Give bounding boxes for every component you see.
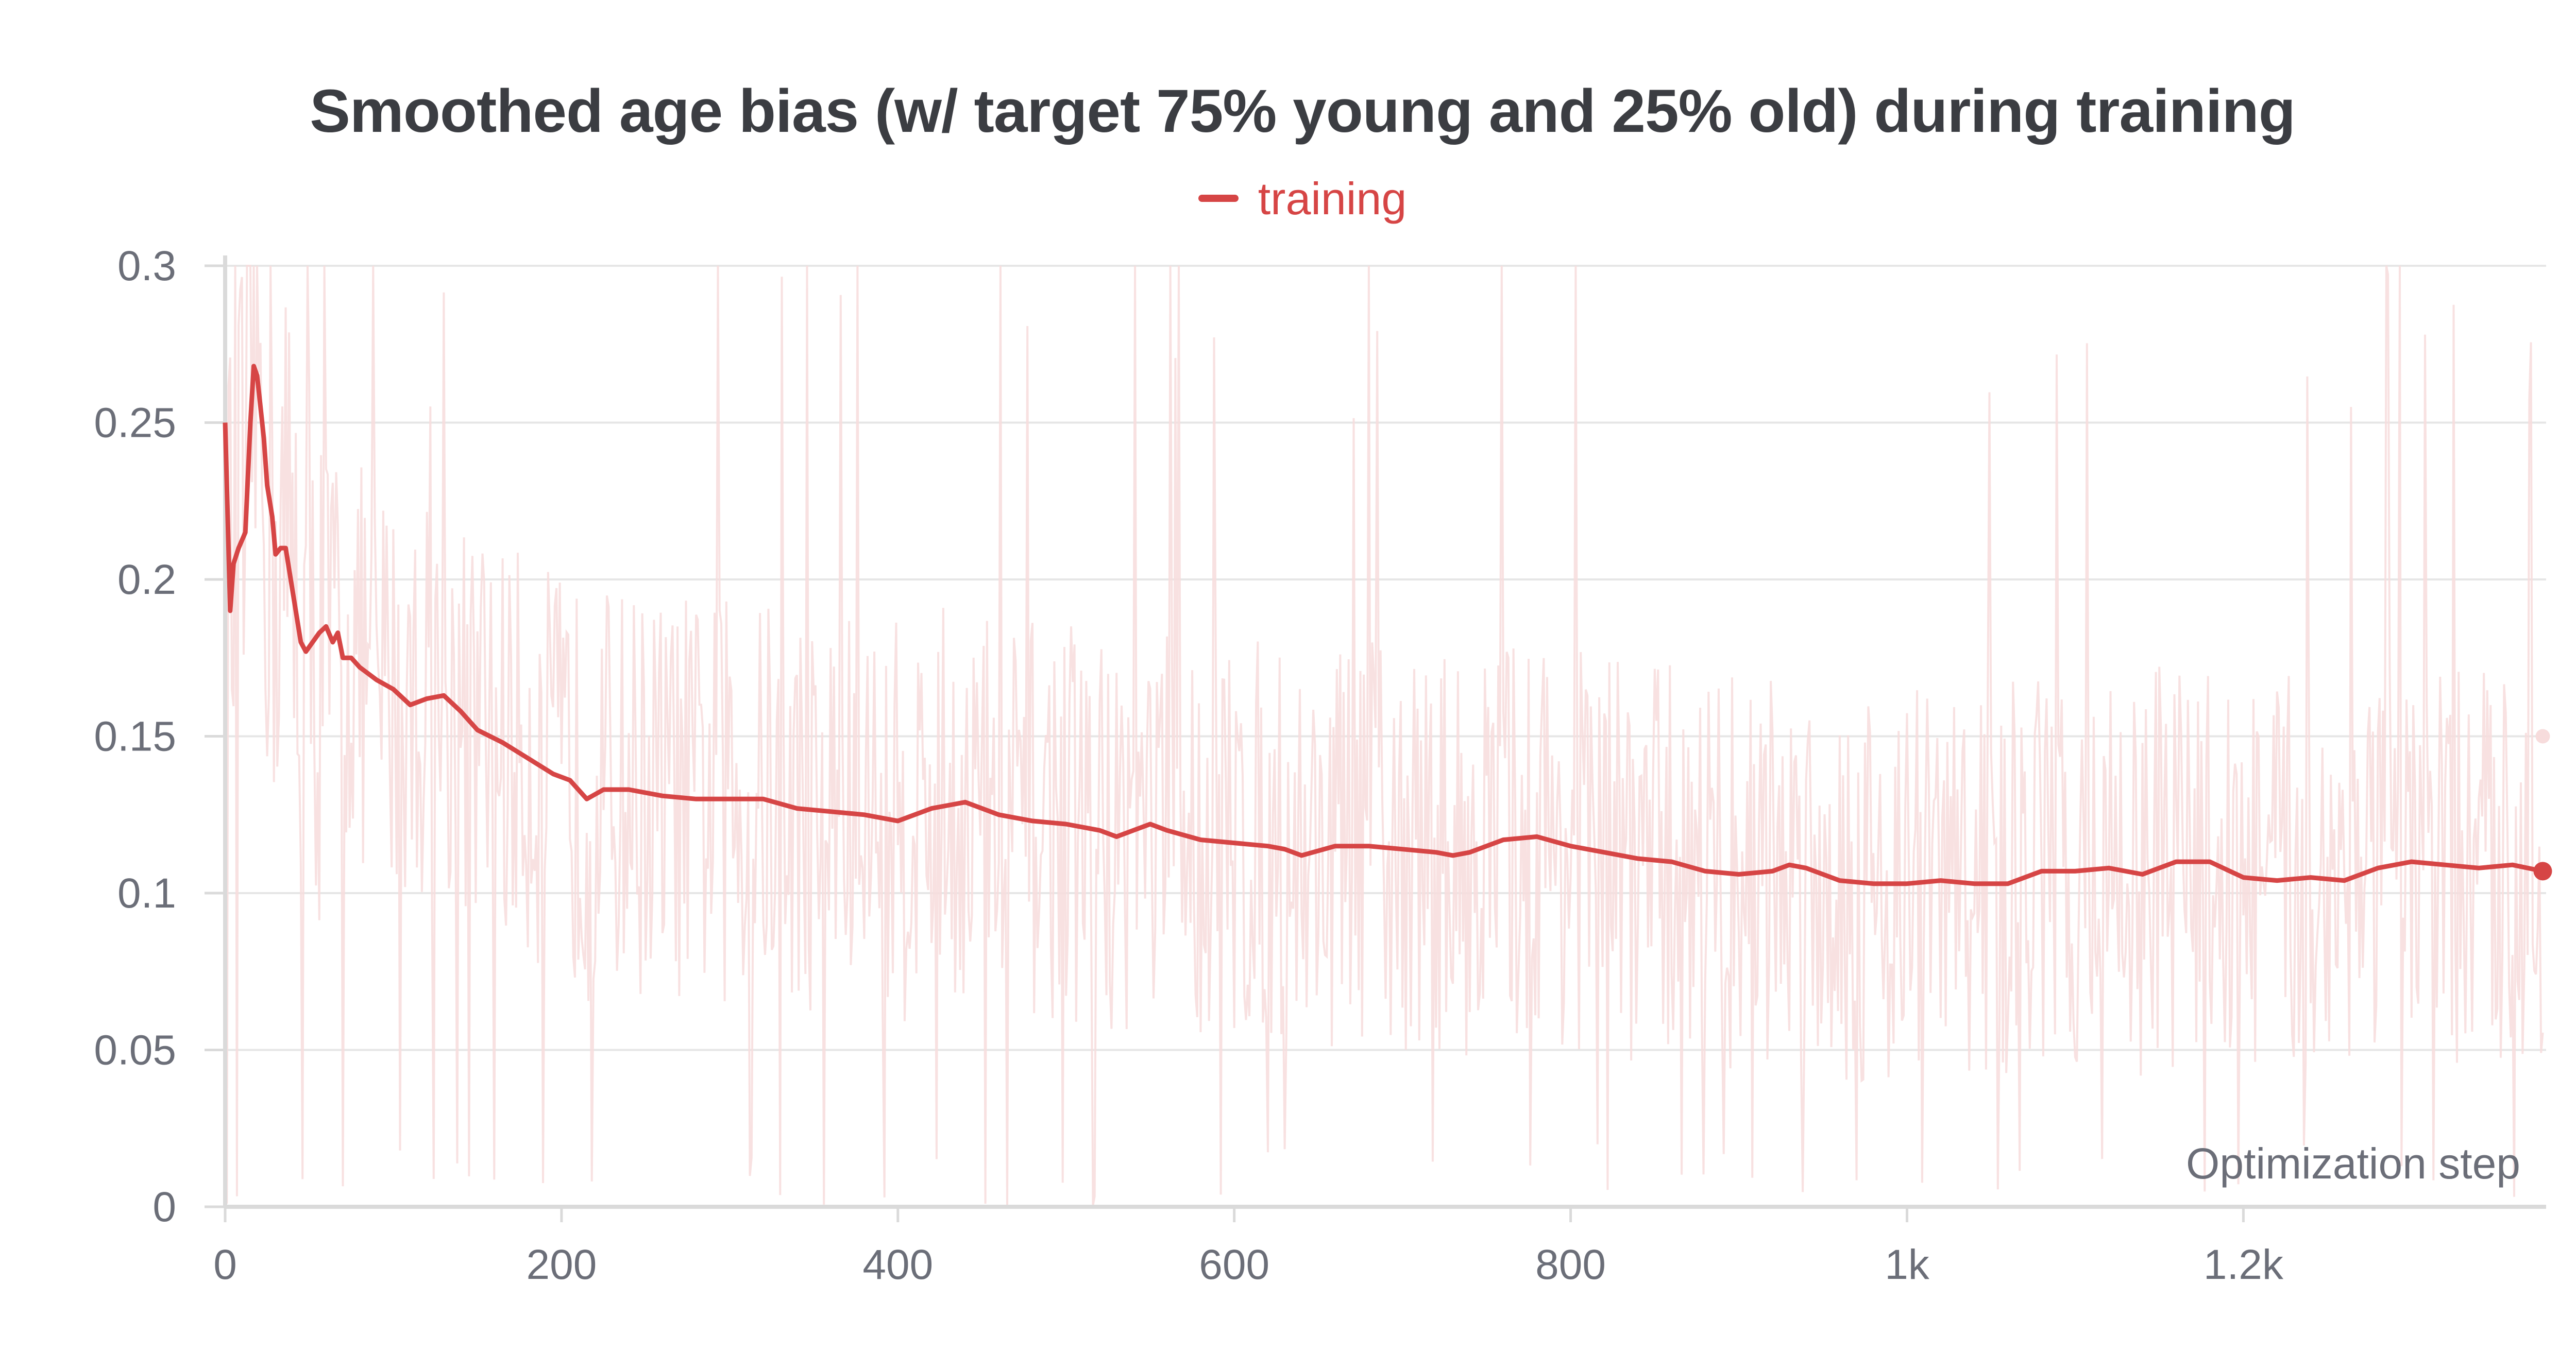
series-end-point[interactable] (2533, 862, 2552, 881)
x-axis-title: Optimization step (2186, 1139, 2520, 1188)
x-tick-label: 600 (1199, 1241, 1269, 1288)
raw-training-line (224, 265, 2544, 1207)
x-tick-label: 1.2k (2204, 1241, 2284, 1288)
x-tick-label: 1k (1885, 1241, 1930, 1288)
y-tick-label: 0.1 (117, 870, 176, 917)
y-tick-label: 0 (152, 1184, 176, 1230)
y-tick-label: 0.15 (94, 713, 176, 760)
y-tick-label: 0.25 (94, 400, 176, 447)
y-tick-label: 0.05 (94, 1027, 176, 1074)
chart-title: Smoothed age bias (w/ target 75% young a… (310, 77, 2296, 145)
legend-label-training: training (1258, 173, 1407, 224)
legend[interactable]: training (0, 173, 2576, 225)
raw-end-point (2535, 729, 2550, 744)
x-tick-label: 200 (526, 1241, 597, 1288)
y-tick-label: 0.2 (117, 556, 176, 603)
x-tick-label: 800 (1535, 1241, 1606, 1288)
legend-swatch-training (1198, 194, 1239, 202)
series-line-training[interactable] (223, 364, 2544, 886)
y-tick-label: 0.3 (117, 243, 176, 289)
x-tick-label: 0 (213, 1241, 237, 1288)
x-tick-label: 400 (862, 1241, 933, 1288)
